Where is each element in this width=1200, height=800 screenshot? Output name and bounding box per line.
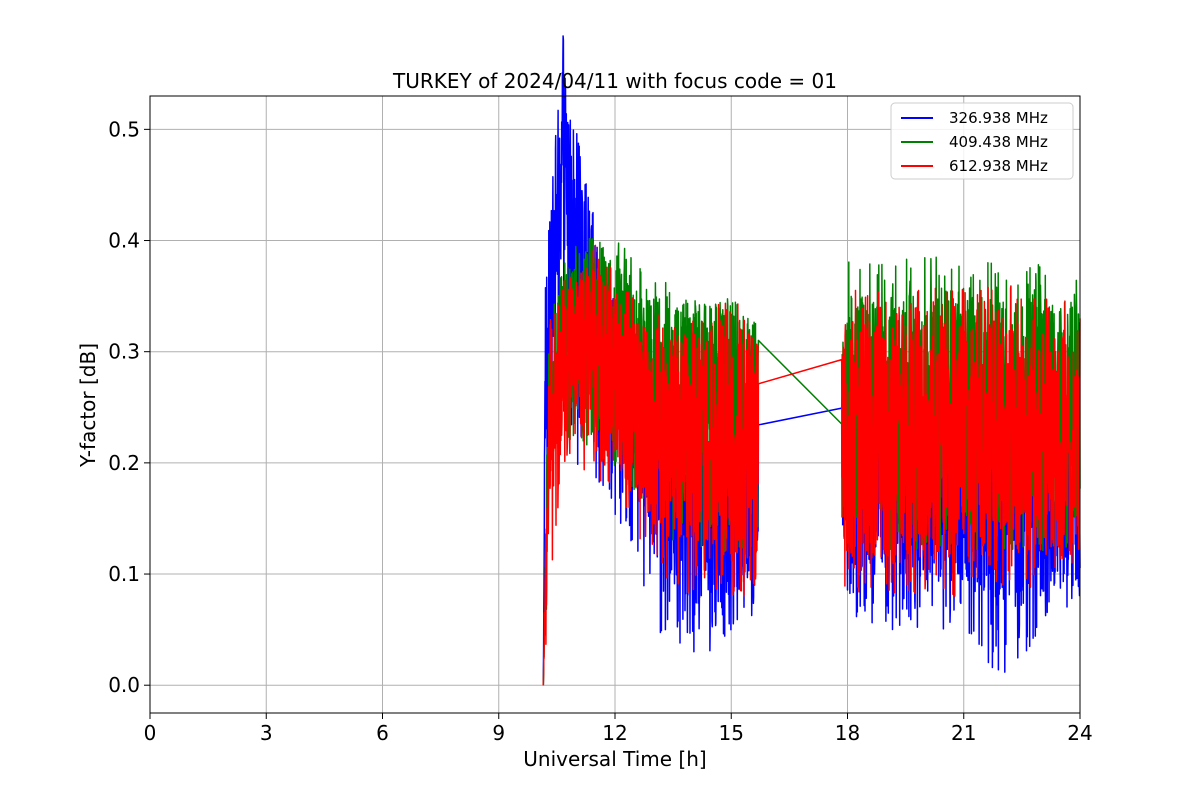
y-tick-label: 0.3 bbox=[108, 340, 140, 364]
x-axis-label: Universal Time [h] bbox=[523, 747, 706, 771]
series-layer bbox=[542, 35, 1081, 686]
x-axis: 0 3 6 9 12 15 18 21 24 bbox=[144, 713, 1093, 745]
y-tick-label: 0.2 bbox=[108, 451, 140, 475]
x-tick-label: 3 bbox=[260, 721, 273, 745]
y-tick-label: 0.4 bbox=[108, 229, 140, 253]
y-axis-label: Y-factor [dB] bbox=[76, 343, 100, 468]
x-tick-label: 6 bbox=[376, 721, 389, 745]
series-line-3 bbox=[542, 244, 1081, 686]
x-tick-label: 9 bbox=[492, 721, 505, 745]
legend: 326.938 MHz 409.438 MHz 612.938 MHz bbox=[890, 102, 1074, 180]
y-axis: 0.0 0.1 0.2 0.3 0.4 0.5 bbox=[108, 117, 150, 697]
x-tick-label: 0 bbox=[144, 721, 157, 745]
legend-label-3: 612.938 MHz bbox=[949, 157, 1048, 175]
x-tick-label: 24 bbox=[1067, 721, 1092, 745]
legend-label-2: 409.438 MHz bbox=[949, 133, 1048, 151]
x-tick-label: 18 bbox=[835, 721, 860, 745]
x-tick-label: 15 bbox=[719, 721, 744, 745]
legend-box bbox=[890, 102, 1074, 180]
chart-title: TURKEY of 2024/04/11 with focus code = 0… bbox=[392, 69, 837, 93]
y-tick-label: 0.1 bbox=[108, 562, 140, 586]
x-tick-label: 21 bbox=[951, 721, 976, 745]
series-3 bbox=[542, 244, 1081, 686]
legend-label-1: 326.938 MHz bbox=[949, 109, 1048, 127]
x-tick-label: 12 bbox=[602, 721, 627, 745]
y-tick-label: 0.5 bbox=[108, 117, 140, 141]
y-tick-label: 0.0 bbox=[108, 673, 140, 697]
